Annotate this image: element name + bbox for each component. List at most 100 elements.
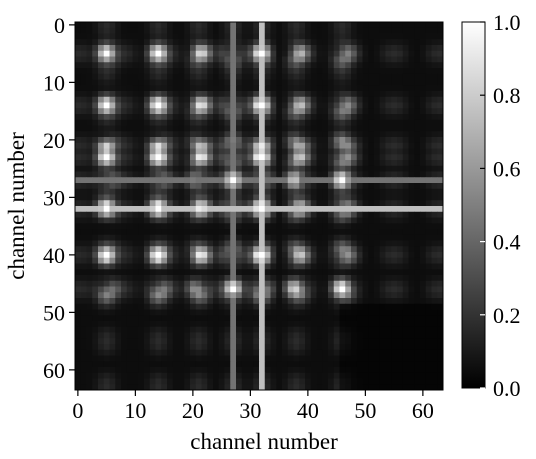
heatmap-cell bbox=[391, 85, 398, 92]
heatmap-cell bbox=[356, 309, 363, 316]
heatmap-cell bbox=[356, 263, 363, 270]
heatmap-cell bbox=[224, 114, 231, 121]
heatmap-cell bbox=[178, 137, 185, 144]
heatmap-cell bbox=[230, 45, 237, 52]
heatmap-cell bbox=[195, 125, 202, 132]
heatmap-cell bbox=[362, 102, 369, 109]
heatmap-cell bbox=[333, 96, 340, 103]
heatmap-cell bbox=[322, 223, 329, 230]
heatmap-cell bbox=[362, 211, 369, 218]
heatmap-cell bbox=[86, 165, 93, 172]
heatmap-cell bbox=[333, 234, 340, 241]
heatmap-cell bbox=[328, 91, 335, 98]
heatmap-cell bbox=[362, 56, 369, 63]
heatmap-cell bbox=[207, 234, 214, 241]
heatmap-cell bbox=[391, 96, 398, 103]
heatmap-cell bbox=[287, 119, 294, 126]
heatmap-cell bbox=[253, 50, 260, 57]
heatmap-cell bbox=[264, 257, 271, 264]
heatmap-cell bbox=[356, 355, 363, 362]
heatmap-cell bbox=[75, 119, 82, 126]
heatmap-cell bbox=[282, 200, 289, 207]
heatmap-cell bbox=[339, 56, 346, 63]
heatmap-cell bbox=[305, 68, 312, 75]
heatmap-cell bbox=[310, 309, 317, 316]
heatmap-cell bbox=[316, 125, 323, 132]
heatmap-cell bbox=[282, 171, 289, 178]
heatmap-cell bbox=[414, 211, 421, 218]
heatmap-cell bbox=[155, 102, 162, 109]
heatmap-cell bbox=[86, 252, 93, 259]
heatmap-cell bbox=[195, 240, 202, 247]
heatmap-cell bbox=[247, 309, 254, 316]
heatmap-cell bbox=[431, 384, 438, 391]
heatmap-cell bbox=[282, 372, 289, 379]
heatmap-cell bbox=[414, 188, 421, 195]
heatmap-cell bbox=[420, 22, 427, 29]
heatmap-cell bbox=[264, 177, 271, 184]
heatmap-cell bbox=[270, 45, 277, 52]
heatmap-cell bbox=[115, 298, 122, 305]
heatmap-cell bbox=[408, 240, 415, 247]
heatmap-cell bbox=[402, 234, 409, 241]
heatmap-cell bbox=[425, 160, 432, 167]
heatmap-cell bbox=[328, 338, 335, 345]
heatmap-cell bbox=[190, 154, 197, 161]
heatmap-cell bbox=[126, 223, 133, 230]
heatmap-cell bbox=[98, 68, 105, 75]
heatmap-cell bbox=[132, 39, 139, 46]
heatmap-cell bbox=[213, 292, 220, 299]
heatmap-cell bbox=[385, 257, 392, 264]
heatmap-cell bbox=[236, 355, 243, 362]
heatmap-cell bbox=[379, 96, 386, 103]
heatmap-cell bbox=[103, 108, 110, 115]
heatmap-cell bbox=[293, 39, 300, 46]
heatmap-cell bbox=[167, 56, 174, 63]
heatmap-cell bbox=[316, 27, 323, 34]
heatmap-cell bbox=[425, 240, 432, 247]
heatmap-cell bbox=[115, 309, 122, 316]
heatmap-cell bbox=[264, 22, 271, 29]
heatmap-cell bbox=[299, 108, 306, 115]
heatmap-cell bbox=[98, 349, 105, 356]
heatmap-cell bbox=[431, 338, 438, 345]
heatmap-cell bbox=[402, 85, 409, 92]
heatmap-cell bbox=[328, 56, 335, 63]
heatmap-cell bbox=[385, 252, 392, 259]
heatmap-cell bbox=[109, 211, 116, 218]
heatmap-cell bbox=[328, 125, 335, 132]
heatmap-cell bbox=[408, 119, 415, 126]
heatmap-cell bbox=[385, 96, 392, 103]
heatmap-cell bbox=[391, 257, 398, 264]
heatmap-cell bbox=[276, 91, 283, 98]
heatmap-cell bbox=[414, 177, 421, 184]
heatmap-cell bbox=[161, 326, 168, 333]
heatmap-cell bbox=[345, 223, 352, 230]
heatmap-cell bbox=[425, 142, 432, 149]
heatmap-cell bbox=[92, 384, 99, 391]
heatmap-cell bbox=[201, 165, 208, 172]
heatmap-cell bbox=[276, 223, 283, 230]
heatmap-cell bbox=[310, 240, 317, 247]
heatmap-cell bbox=[431, 315, 438, 322]
heatmap-cell bbox=[322, 91, 329, 98]
heatmap-cell bbox=[282, 50, 289, 57]
heatmap-cell bbox=[155, 309, 162, 316]
heatmap-cell bbox=[241, 303, 248, 310]
heatmap-cell bbox=[80, 315, 87, 322]
heatmap-cell bbox=[80, 85, 87, 92]
heatmap-cell bbox=[287, 286, 294, 293]
heatmap-cell bbox=[213, 211, 220, 218]
heatmap-cell bbox=[385, 355, 392, 362]
heatmap-cell bbox=[155, 160, 162, 167]
heatmap-cell bbox=[155, 165, 162, 172]
heatmap-cell bbox=[92, 321, 99, 328]
heatmap-cell bbox=[345, 45, 352, 52]
heatmap-cell bbox=[368, 298, 375, 305]
heatmap-cell bbox=[184, 217, 191, 224]
heatmap-cell bbox=[138, 338, 145, 345]
heatmap-cell bbox=[115, 252, 122, 259]
heatmap-cell bbox=[103, 68, 110, 75]
heatmap-cell bbox=[155, 154, 162, 161]
heatmap-cell bbox=[322, 303, 329, 310]
